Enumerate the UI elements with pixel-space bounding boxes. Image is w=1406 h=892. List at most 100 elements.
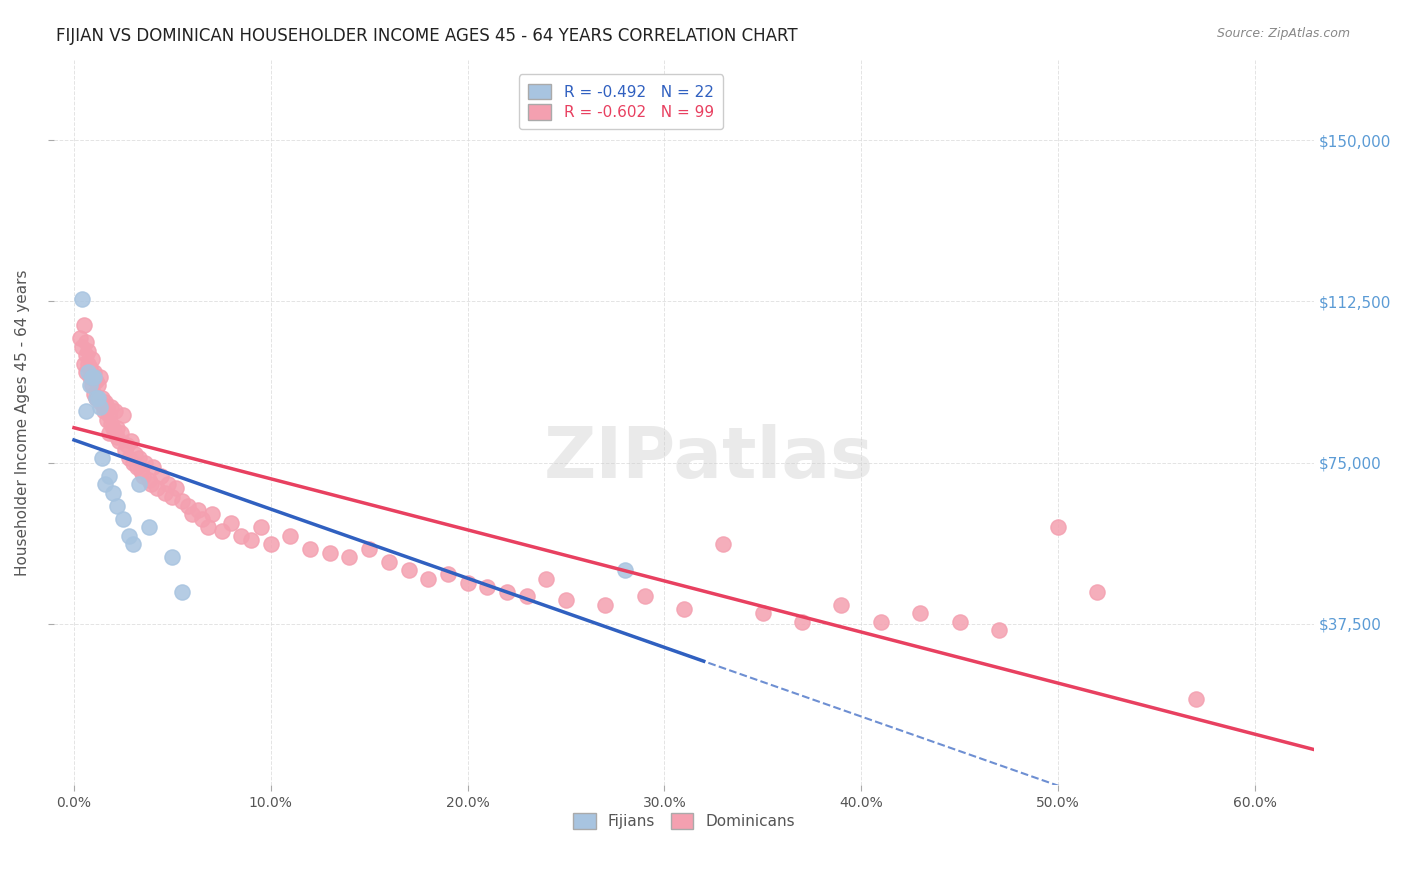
- Point: [457, 576, 479, 591]
- Point: [172, 494, 194, 508]
- Point: [751, 606, 773, 620]
- Point: [94, 477, 117, 491]
- Point: [319, 546, 342, 560]
- Point: [139, 477, 162, 491]
- Point: [128, 451, 150, 466]
- Point: [124, 447, 146, 461]
- Point: [299, 541, 322, 556]
- Point: [162, 490, 184, 504]
- Point: [93, 400, 115, 414]
- Point: [80, 378, 103, 392]
- Point: [153, 485, 176, 500]
- Point: [165, 482, 187, 496]
- Point: [201, 508, 224, 522]
- Point: [132, 468, 155, 483]
- Point: [231, 529, 253, 543]
- Point: [83, 387, 105, 401]
- Point: [830, 598, 852, 612]
- Point: [138, 473, 160, 487]
- Point: [76, 343, 98, 358]
- Point: [122, 456, 145, 470]
- Point: [157, 477, 180, 491]
- Point: [240, 533, 263, 547]
- Point: [79, 369, 101, 384]
- Point: [94, 395, 117, 409]
- Point: [869, 615, 891, 629]
- Point: [96, 400, 118, 414]
- Point: [536, 572, 558, 586]
- Point: [118, 529, 141, 543]
- Point: [191, 511, 214, 525]
- Point: [75, 335, 97, 350]
- Point: [634, 589, 657, 603]
- Point: [187, 503, 209, 517]
- Point: [125, 459, 148, 474]
- Point: [138, 520, 160, 534]
- Point: [496, 584, 519, 599]
- Text: Source: ZipAtlas.com: Source: ZipAtlas.com: [1216, 27, 1350, 40]
- Point: [211, 524, 233, 539]
- Point: [673, 602, 696, 616]
- Point: [73, 318, 96, 332]
- Point: [614, 563, 637, 577]
- Point: [69, 331, 91, 345]
- Point: [84, 391, 107, 405]
- Legend: Fijians, Dominicans: Fijians, Dominicans: [567, 807, 801, 836]
- Point: [83, 369, 105, 384]
- Point: [516, 589, 538, 603]
- Point: [177, 499, 200, 513]
- Point: [100, 417, 122, 431]
- Point: [76, 357, 98, 371]
- Point: [105, 421, 128, 435]
- Point: [89, 369, 111, 384]
- Point: [162, 550, 184, 565]
- Point: [80, 369, 103, 384]
- Point: [86, 378, 108, 392]
- Point: [70, 293, 93, 307]
- Point: [142, 459, 165, 474]
- Text: FIJIAN VS DOMINICAN HOUSEHOLDER INCOME AGES 45 - 64 YEARS CORRELATION CHART: FIJIAN VS DOMINICAN HOUSEHOLDER INCOME A…: [56, 27, 797, 45]
- Point: [181, 508, 204, 522]
- Point: [89, 400, 111, 414]
- Point: [83, 365, 105, 379]
- Point: [1184, 692, 1206, 706]
- Point: [250, 520, 273, 534]
- Point: [103, 485, 125, 500]
- Point: [86, 391, 108, 405]
- Point: [108, 434, 131, 449]
- Point: [129, 464, 152, 478]
- Point: [908, 606, 931, 620]
- Point: [128, 477, 150, 491]
- Text: ZIPatlas: ZIPatlas: [544, 424, 875, 493]
- Point: [134, 456, 156, 470]
- Point: [75, 348, 97, 362]
- Point: [948, 615, 970, 629]
- Point: [89, 395, 111, 409]
- Point: [398, 563, 420, 577]
- Point: [104, 404, 127, 418]
- Point: [98, 409, 121, 423]
- Point: [987, 624, 1010, 638]
- Point: [713, 537, 735, 551]
- Point: [378, 555, 401, 569]
- Point: [115, 438, 138, 452]
- Point: [98, 468, 121, 483]
- Point: [359, 541, 381, 556]
- Point: [145, 482, 167, 496]
- Point: [418, 572, 440, 586]
- Point: [93, 404, 115, 418]
- Point: [149, 468, 172, 483]
- Point: [437, 567, 460, 582]
- Point: [112, 511, 135, 525]
- Point: [197, 520, 219, 534]
- Point: [1046, 520, 1069, 534]
- Point: [105, 499, 128, 513]
- Point: [110, 425, 132, 440]
- Point: [120, 434, 142, 449]
- Point: [96, 412, 118, 426]
- Point: [477, 580, 499, 594]
- Point: [80, 352, 103, 367]
- Point: [118, 451, 141, 466]
- Point: [100, 400, 122, 414]
- Point: [790, 615, 813, 629]
